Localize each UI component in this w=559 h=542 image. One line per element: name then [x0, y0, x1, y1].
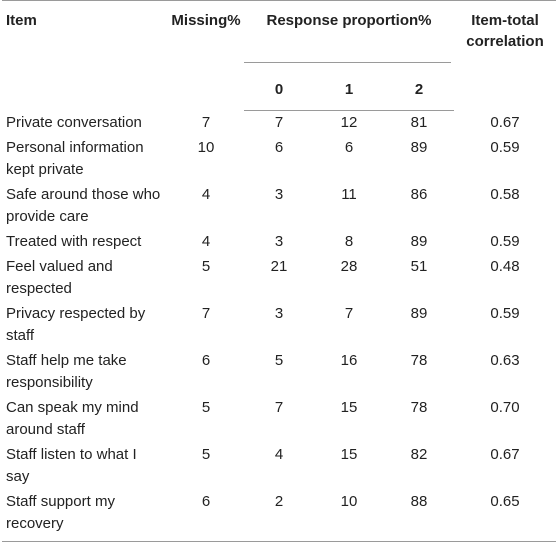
cell-missing: 6 [201, 352, 211, 369]
header-row-secondary: 0 1 2 [2, 69, 556, 111]
cell-missing: 4 [201, 233, 211, 250]
cell-item: Personal information kept private [6, 139, 144, 178]
cell-missing: 4 [201, 186, 211, 203]
cell-response-1: 10 [314, 490, 384, 542]
cell-response-2: 78 [410, 399, 428, 416]
table-row: Personal information kept private 10 6 6… [2, 136, 556, 183]
cell-response-0: 7 [274, 399, 284, 416]
cell-item: Private conversation [6, 113, 142, 131]
cell-response-1: 11 [341, 186, 357, 203]
cell-response-0: 2 [244, 490, 314, 542]
header-row-primary: Item Missing% Response proportion% Item-… [2, 0, 556, 111]
table-row: Privacy respected by staff 7 3 7 89 0.59 [2, 302, 556, 349]
cell-missing: 7 [201, 113, 211, 131]
table-row: Treated with respect 4 3 8 89 0.59 [2, 230, 556, 255]
header-response-1: 1 [314, 69, 384, 111]
cell-response-2: 51 [410, 258, 428, 275]
cell-response-0: 4 [274, 446, 284, 463]
cell-correlation: 0.63 [490, 352, 520, 369]
cell-missing: 10 [197, 139, 215, 156]
table-row: Private conversation 7 7 12 81 0.67 [2, 111, 556, 137]
cell-item: Staff listen to what I say [6, 446, 137, 485]
cell-response-1: 15 [340, 399, 358, 416]
table-row: Can speak my mind around staff 5 7 15 78… [2, 396, 556, 443]
header-response-2: 2 [384, 69, 454, 111]
cell-correlation: 0.59 [490, 233, 520, 250]
cell-response-1: 7 [344, 305, 354, 322]
table-row: Staff listen to what I say 5 4 15 82 0.6… [2, 443, 556, 490]
cell-missing: 5 [201, 446, 211, 463]
cell-item: Feel valued and respected [6, 258, 113, 297]
cell-response-1: 15 [340, 446, 358, 463]
cell-response-2: 78 [410, 352, 428, 369]
cell-response-0: 21 [270, 258, 288, 275]
cell-response-1: 8 [344, 233, 354, 250]
cell-response-1: 28 [340, 258, 358, 275]
cell-correlation: 0.48 [490, 258, 520, 275]
cell-response-1: 12 [340, 114, 358, 131]
cell-item: Staff support my recovery [2, 490, 168, 542]
cell-response-0: 7 [274, 114, 284, 131]
header-response-proportion: Response proportion% [244, 0, 454, 69]
cell-correlation: 0.70 [490, 399, 520, 416]
header-item-total-correlation: Item-total correlation [454, 0, 556, 111]
cell-missing: 5 [201, 258, 211, 275]
cell-missing: 7 [201, 305, 211, 322]
table-row: Staff help me take responsibility 6 5 16… [2, 349, 556, 396]
header-response-0: 0 [244, 69, 314, 111]
cell-item: Can speak my mind around staff [6, 399, 139, 438]
table-row: Safe around those who provide care 4 3 1… [2, 183, 556, 230]
cell-response-2: 89 [410, 233, 428, 250]
header-missing: Missing% [168, 0, 244, 111]
table-row: Staff support my recovery 6 2 10 88 0.65 [2, 490, 556, 542]
cell-response-2: 82 [410, 446, 428, 463]
cell-response-2: 89 [410, 139, 428, 156]
cell-response-2: 89 [410, 305, 428, 322]
cell-missing: 6 [168, 490, 244, 542]
cell-correlation: 0.59 [490, 139, 520, 156]
cell-response-0: 6 [274, 139, 284, 156]
cell-response-2: 88 [384, 490, 454, 542]
cell-item: Treated with respect [6, 233, 142, 250]
cell-correlation: 0.58 [490, 186, 520, 203]
cell-item: Privacy respected by staff [6, 305, 146, 344]
cell-response-0: 5 [274, 352, 284, 369]
response-header-underline [244, 62, 451, 63]
cell-correlation: 0.67 [490, 446, 520, 463]
cell-response-1: 16 [340, 352, 358, 369]
cell-response-1: 6 [344, 139, 354, 156]
cell-correlation: 0.59 [490, 305, 520, 322]
cell-item: Safe around those who provide care [6, 186, 161, 225]
header-correlation-line2: correlation [466, 33, 544, 50]
cell-missing: 5 [201, 399, 211, 416]
header-correlation-line1: Item-total [471, 12, 539, 29]
cell-item: Staff help me take responsibility [6, 352, 127, 391]
cell-response-2: 81 [410, 114, 428, 131]
table-row: Feel valued and respected 5 21 28 51 0.4… [2, 255, 556, 302]
cell-correlation: 0.67 [490, 113, 520, 131]
header-item: Item [2, 0, 168, 111]
cell-response-0: 3 [274, 305, 284, 322]
cell-correlation: 0.65 [454, 490, 556, 542]
cell-response-2: 86 [410, 186, 428, 203]
cell-response-0: 3 [274, 233, 284, 250]
cell-response-0: 3 [274, 186, 284, 203]
